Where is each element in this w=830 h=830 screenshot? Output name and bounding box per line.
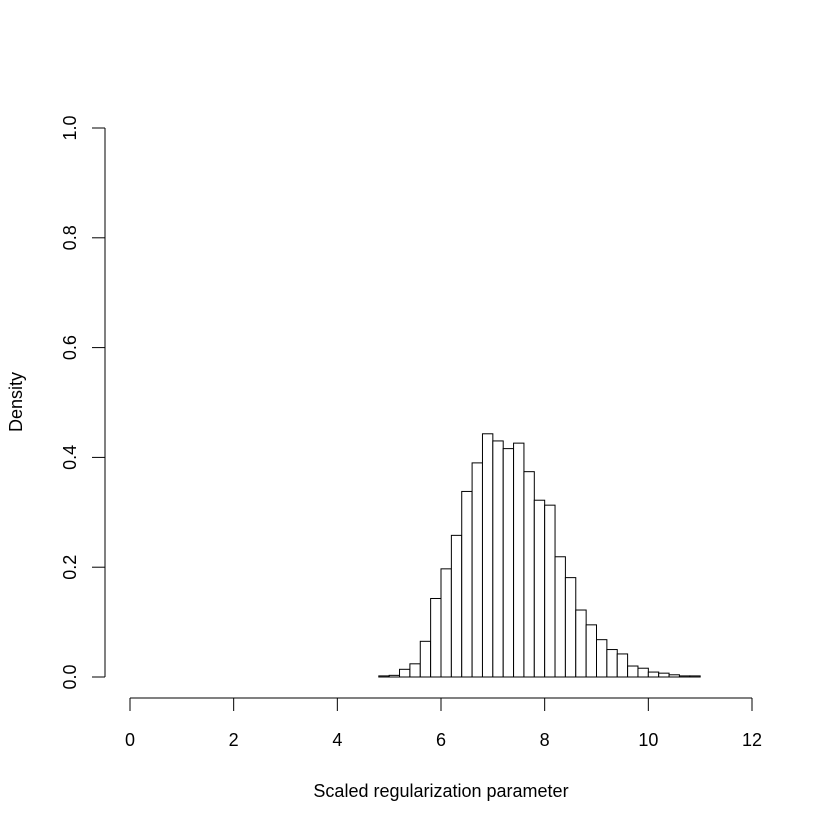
y-tick-label: 1.0 [60,115,80,140]
x-tick-label: 8 [540,730,550,750]
y-axis-ticks: 0.0 0.2 0.4 0.6 0.8 1.0 [60,115,105,690]
histogram-bar [430,597,442,678]
histogram-bar [647,671,660,678]
histogram-bar [523,471,535,678]
y-tick-label: 0.8 [60,225,80,250]
histogram-bar [564,577,577,678]
histogram-bar [689,675,701,678]
histogram-bar [596,639,608,678]
x-axis-ticks: 0 2 4 6 8 10 12 [125,698,762,750]
y-tick-label: 0.0 [60,664,80,689]
histogram-bar [513,442,525,678]
histogram-bar [616,653,629,678]
histogram-bar [606,649,618,678]
histogram-bar [419,640,432,678]
x-tick-label: 12 [742,730,762,750]
y-tick-label: 0.2 [60,555,80,580]
histogram-bar [678,675,691,678]
y-axis-title: Density [6,372,26,432]
x-tick-label: 0 [125,730,135,750]
axes [104,128,752,699]
histogram-bar [668,674,680,678]
x-axis-title: Scaled regularization parameter [313,781,568,801]
x-tick-label: 6 [436,730,446,750]
x-tick-label: 4 [332,730,342,750]
histogram-bar [544,504,556,678]
histogram-bar [585,624,598,678]
histogram-bar [399,668,411,678]
histogram-bar [575,609,587,678]
x-tick-label: 2 [229,730,239,750]
histogram-bar [409,663,421,678]
histogram-bar [388,674,401,678]
histogram-bar [627,665,639,678]
histogram-bar [450,534,463,678]
histogram-bar [492,440,504,678]
histogram-bar [658,672,670,678]
x-tick-label: 10 [638,730,658,750]
histogram-bar [471,462,483,678]
y-tick-label: 0.6 [60,335,80,360]
histogram-bar [481,433,494,678]
y-tick-label: 0.4 [60,445,80,470]
histogram-bar [637,667,649,678]
histogram-bar [378,675,390,678]
histogram-bars [378,433,701,678]
histogram-bar [502,448,515,678]
histogram-bar [440,568,452,678]
histogram-bar [554,556,566,678]
histogram-bar [533,499,546,678]
histogram-bar [461,490,473,678]
